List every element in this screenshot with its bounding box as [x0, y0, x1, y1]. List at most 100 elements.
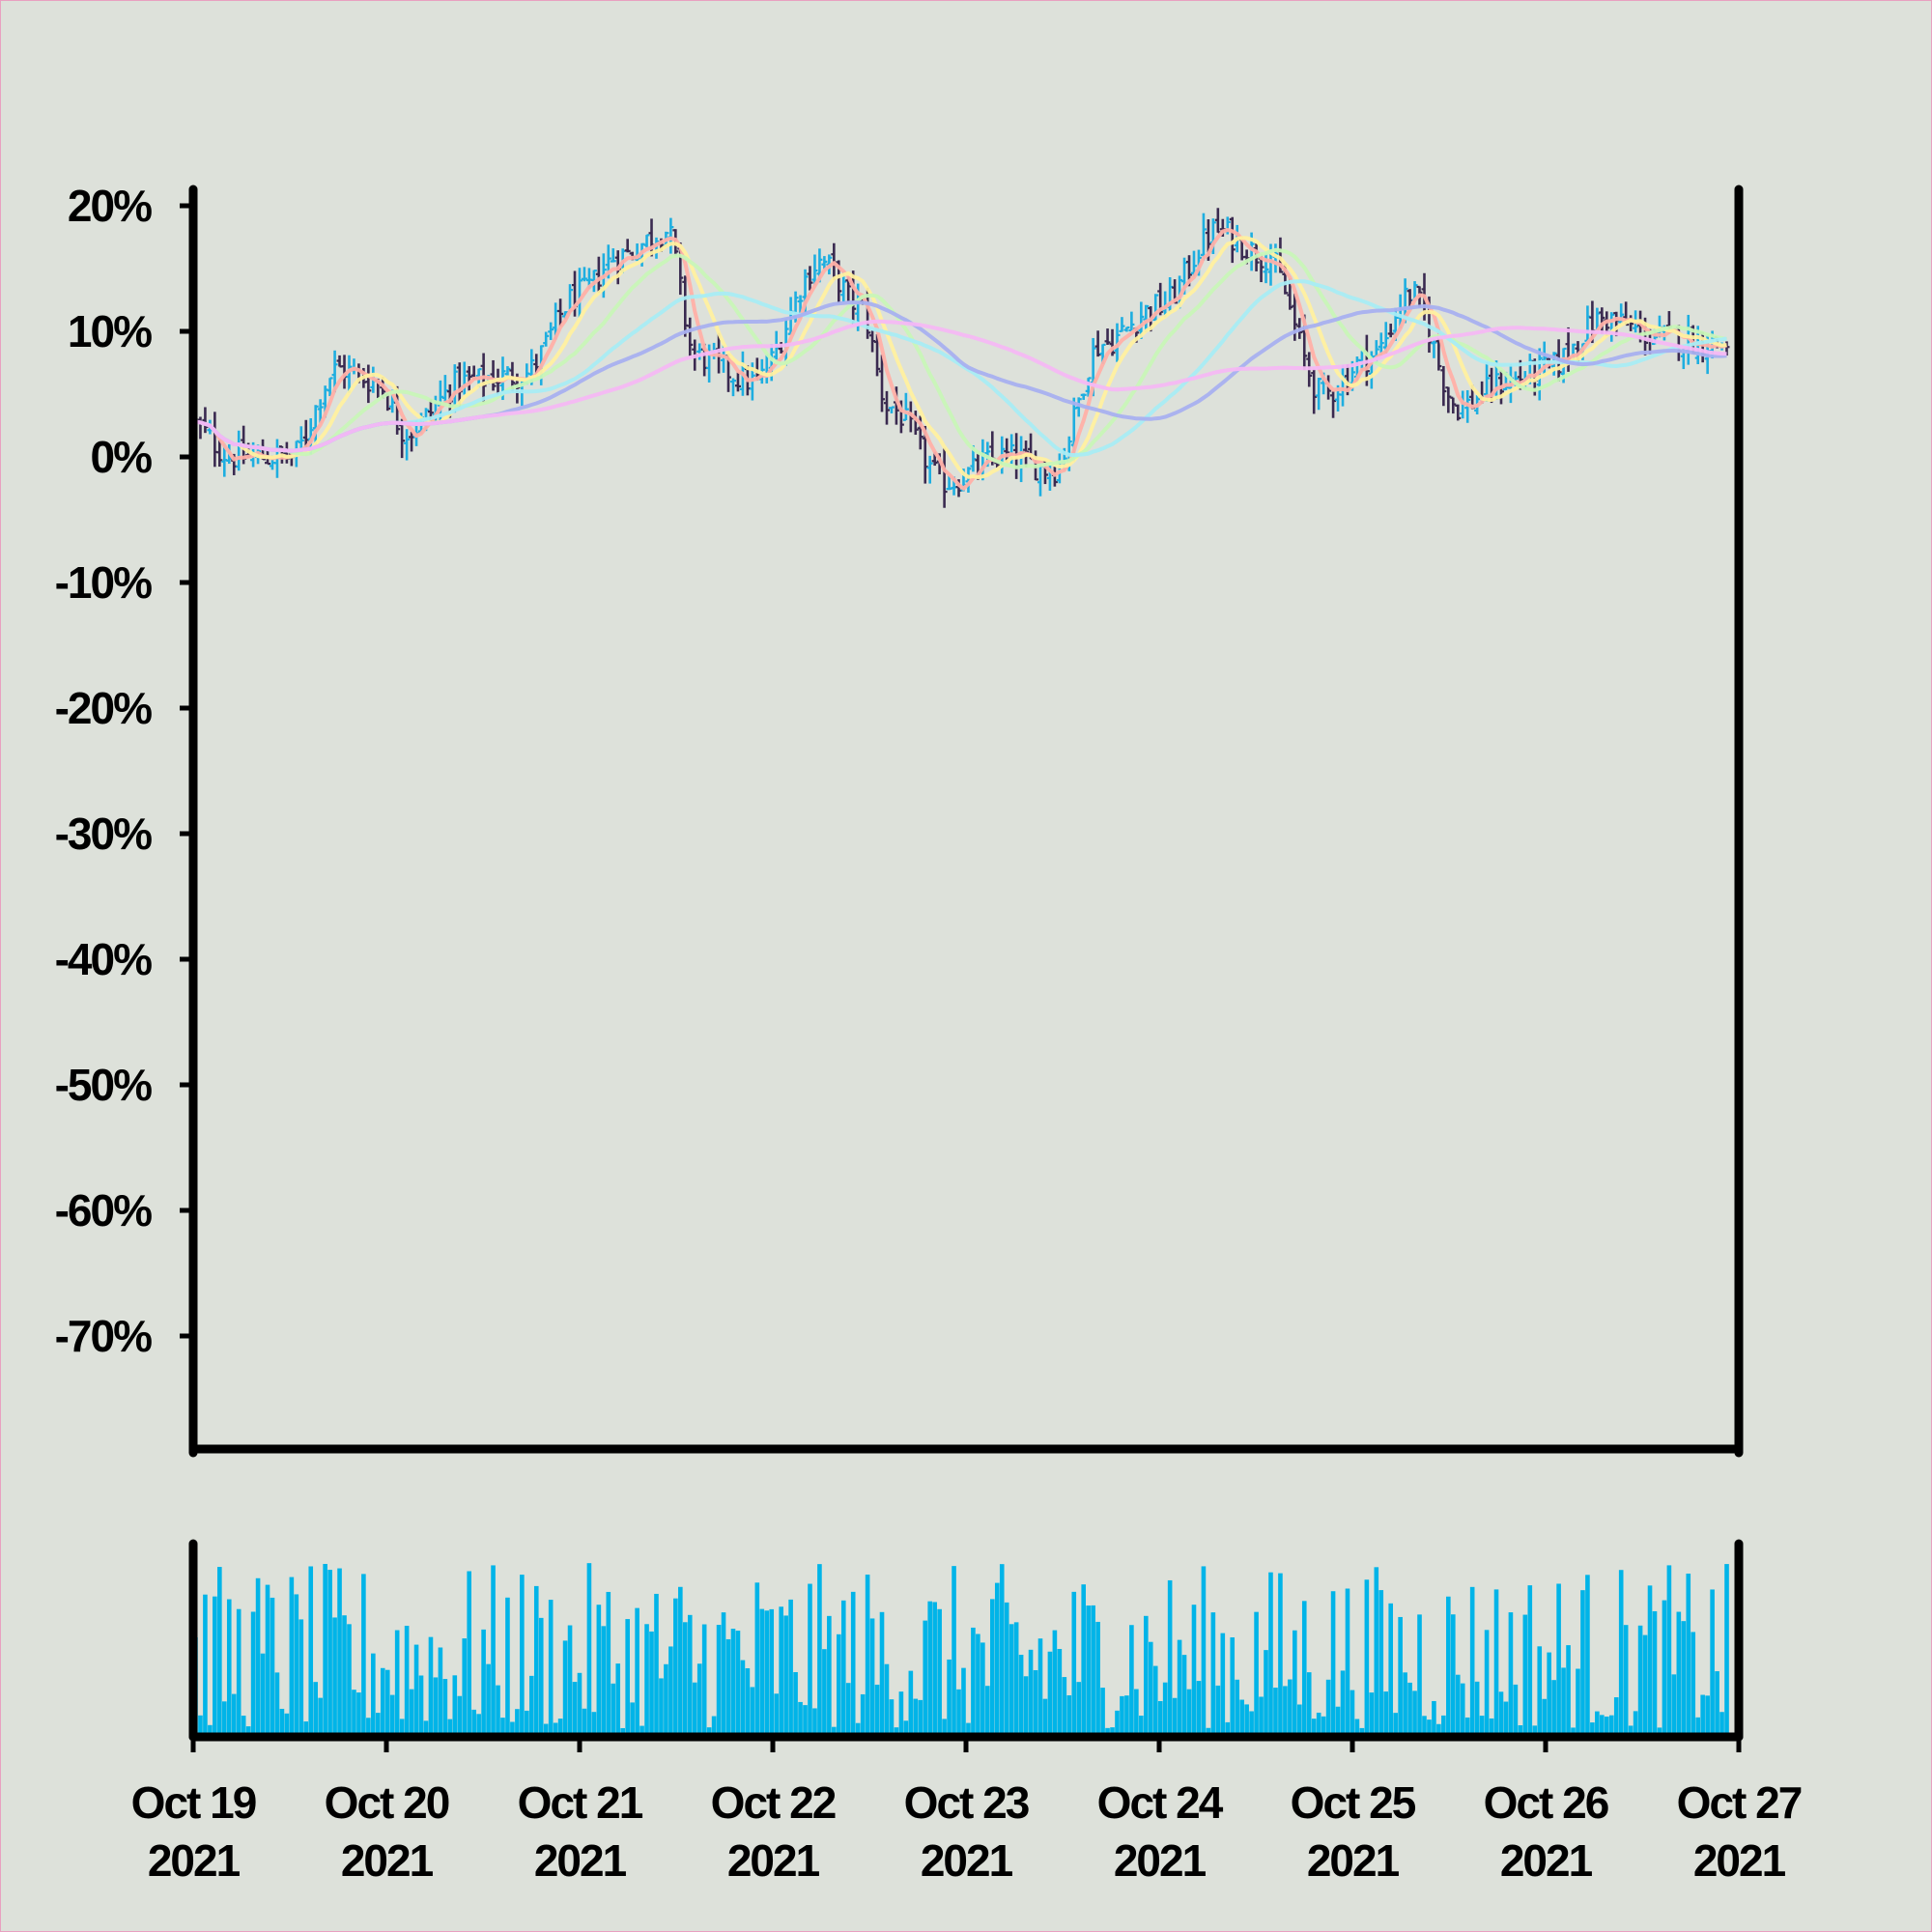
volume-bar	[1296, 1704, 1302, 1737]
volume-bar	[1100, 1688, 1105, 1737]
y-tick-label: -30%	[55, 809, 152, 859]
volume-bar	[874, 1684, 880, 1737]
ohlc-bar	[365, 364, 372, 404]
volume-bar	[1172, 1697, 1178, 1737]
volume-bar	[586, 1563, 592, 1737]
volume-bar	[567, 1625, 573, 1737]
volume-bar	[438, 1647, 443, 1737]
volume-bar	[208, 1724, 213, 1737]
volume-bar	[836, 1634, 841, 1737]
volume-bar	[375, 1713, 381, 1737]
volume-bar	[510, 1721, 515, 1737]
x-tick-label-year: 2021	[1114, 1835, 1207, 1886]
ohlc-bar	[941, 447, 948, 508]
volume-bar	[1148, 1641, 1153, 1737]
volume-bar	[1398, 1616, 1403, 1737]
volume-bar	[1652, 1610, 1658, 1737]
ohlc-bar	[1431, 339, 1437, 358]
volume-bar	[1004, 1602, 1009, 1737]
volume-bar	[845, 1683, 851, 1737]
volume-bar	[1350, 1690, 1355, 1737]
volume-bar	[1023, 1676, 1029, 1737]
volume-bar	[1724, 1564, 1729, 1737]
ohlc-bar	[441, 375, 448, 403]
x-tick-label-date: Oct 25	[1291, 1777, 1416, 1828]
ohlc-bar	[1599, 307, 1605, 334]
volume-bar	[318, 1697, 323, 1737]
volume-bar	[869, 1618, 875, 1737]
volume-bar	[323, 1563, 327, 1737]
ohlc-bar	[312, 405, 319, 445]
volume-bar	[332, 1617, 337, 1737]
volume-bar	[1181, 1655, 1187, 1737]
volume-bar	[1383, 1691, 1389, 1737]
ohlc-bar	[1440, 365, 1447, 407]
volume-bar	[1508, 1612, 1514, 1737]
volume-bar	[241, 1716, 246, 1737]
volume-bar	[1340, 1670, 1346, 1737]
ohlc-bar	[1340, 364, 1347, 407]
volume-bar	[1037, 1638, 1043, 1737]
volume-bar	[635, 1607, 639, 1737]
volume-bar	[952, 1566, 956, 1737]
volume-bar	[1191, 1605, 1197, 1737]
ohlc-bar	[624, 239, 631, 253]
volume-bar	[457, 1695, 463, 1737]
volume-bar	[1047, 1651, 1053, 1737]
volume-bar	[418, 1675, 424, 1737]
volume-bar	[356, 1692, 361, 1737]
volume-bar	[337, 1568, 342, 1737]
volume-bar	[1513, 1684, 1519, 1737]
volume-bar	[1124, 1695, 1129, 1737]
volume-bar	[505, 1597, 510, 1737]
volume-bar	[313, 1682, 319, 1737]
volume-bar	[879, 1611, 885, 1737]
volume-bar	[711, 1716, 717, 1737]
y-tick-label: 0%	[91, 432, 153, 482]
moving-average-line	[195, 319, 1727, 453]
ohlc-bar	[1123, 326, 1130, 332]
ohlc-bar	[1311, 369, 1318, 414]
x-tick-label-year: 2021	[534, 1835, 627, 1886]
volume-bar	[294, 1594, 299, 1737]
volume-bar	[1710, 1589, 1715, 1737]
volume-bar	[976, 1634, 980, 1737]
volume-bar	[1455, 1674, 1461, 1737]
volume-bar	[692, 1682, 697, 1737]
volume-bar	[596, 1605, 602, 1737]
volume-bar	[1407, 1682, 1412, 1737]
volume-bar	[1062, 1677, 1067, 1737]
volume-bar	[462, 1638, 468, 1737]
volume-bar	[1071, 1591, 1077, 1737]
x-axis-tick-labels: Oct 19 2021 Oct 20 2021 Oct 21 2021 Oct 22 2021…	[131, 1777, 1804, 1886]
ohlc-bar	[236, 430, 242, 471]
volume-bar	[1115, 1710, 1120, 1737]
volume-bar	[515, 1709, 520, 1737]
volume-bar	[803, 1705, 808, 1737]
volume-bar	[1259, 1696, 1264, 1737]
volume-bar	[389, 1694, 395, 1737]
volume-bar	[1162, 1682, 1168, 1737]
volume-bar	[678, 1586, 683, 1737]
volume-bar	[1196, 1681, 1202, 1737]
volume-bar	[1493, 1589, 1499, 1737]
volume-bar	[1139, 1716, 1144, 1737]
y-axis-tick-labels: 20% 10% 0% -10% -20% -30% -40% -50% -60% -70%	[55, 181, 154, 1361]
volume-bar	[1608, 1715, 1614, 1737]
volume-bar	[1671, 1674, 1677, 1737]
volume-bar	[889, 1699, 895, 1737]
volume-bar	[654, 1593, 659, 1737]
volume-bar	[659, 1678, 664, 1737]
volume-bar	[832, 1726, 837, 1737]
volume-bar	[1273, 1688, 1278, 1737]
price-bars	[192, 208, 1730, 508]
x-tick-label-year: 2021	[921, 1835, 1013, 1886]
volume-bar	[1177, 1639, 1182, 1737]
volume-bar	[1206, 1727, 1211, 1737]
x-tick-label-year: 2021	[1693, 1835, 1786, 1886]
ohlc-bar	[965, 467, 972, 493]
volume-bar	[1613, 1697, 1619, 1737]
ohlc-bar	[1387, 324, 1394, 338]
volume-bar	[250, 1611, 256, 1737]
ohlc-bar	[1004, 438, 1010, 464]
